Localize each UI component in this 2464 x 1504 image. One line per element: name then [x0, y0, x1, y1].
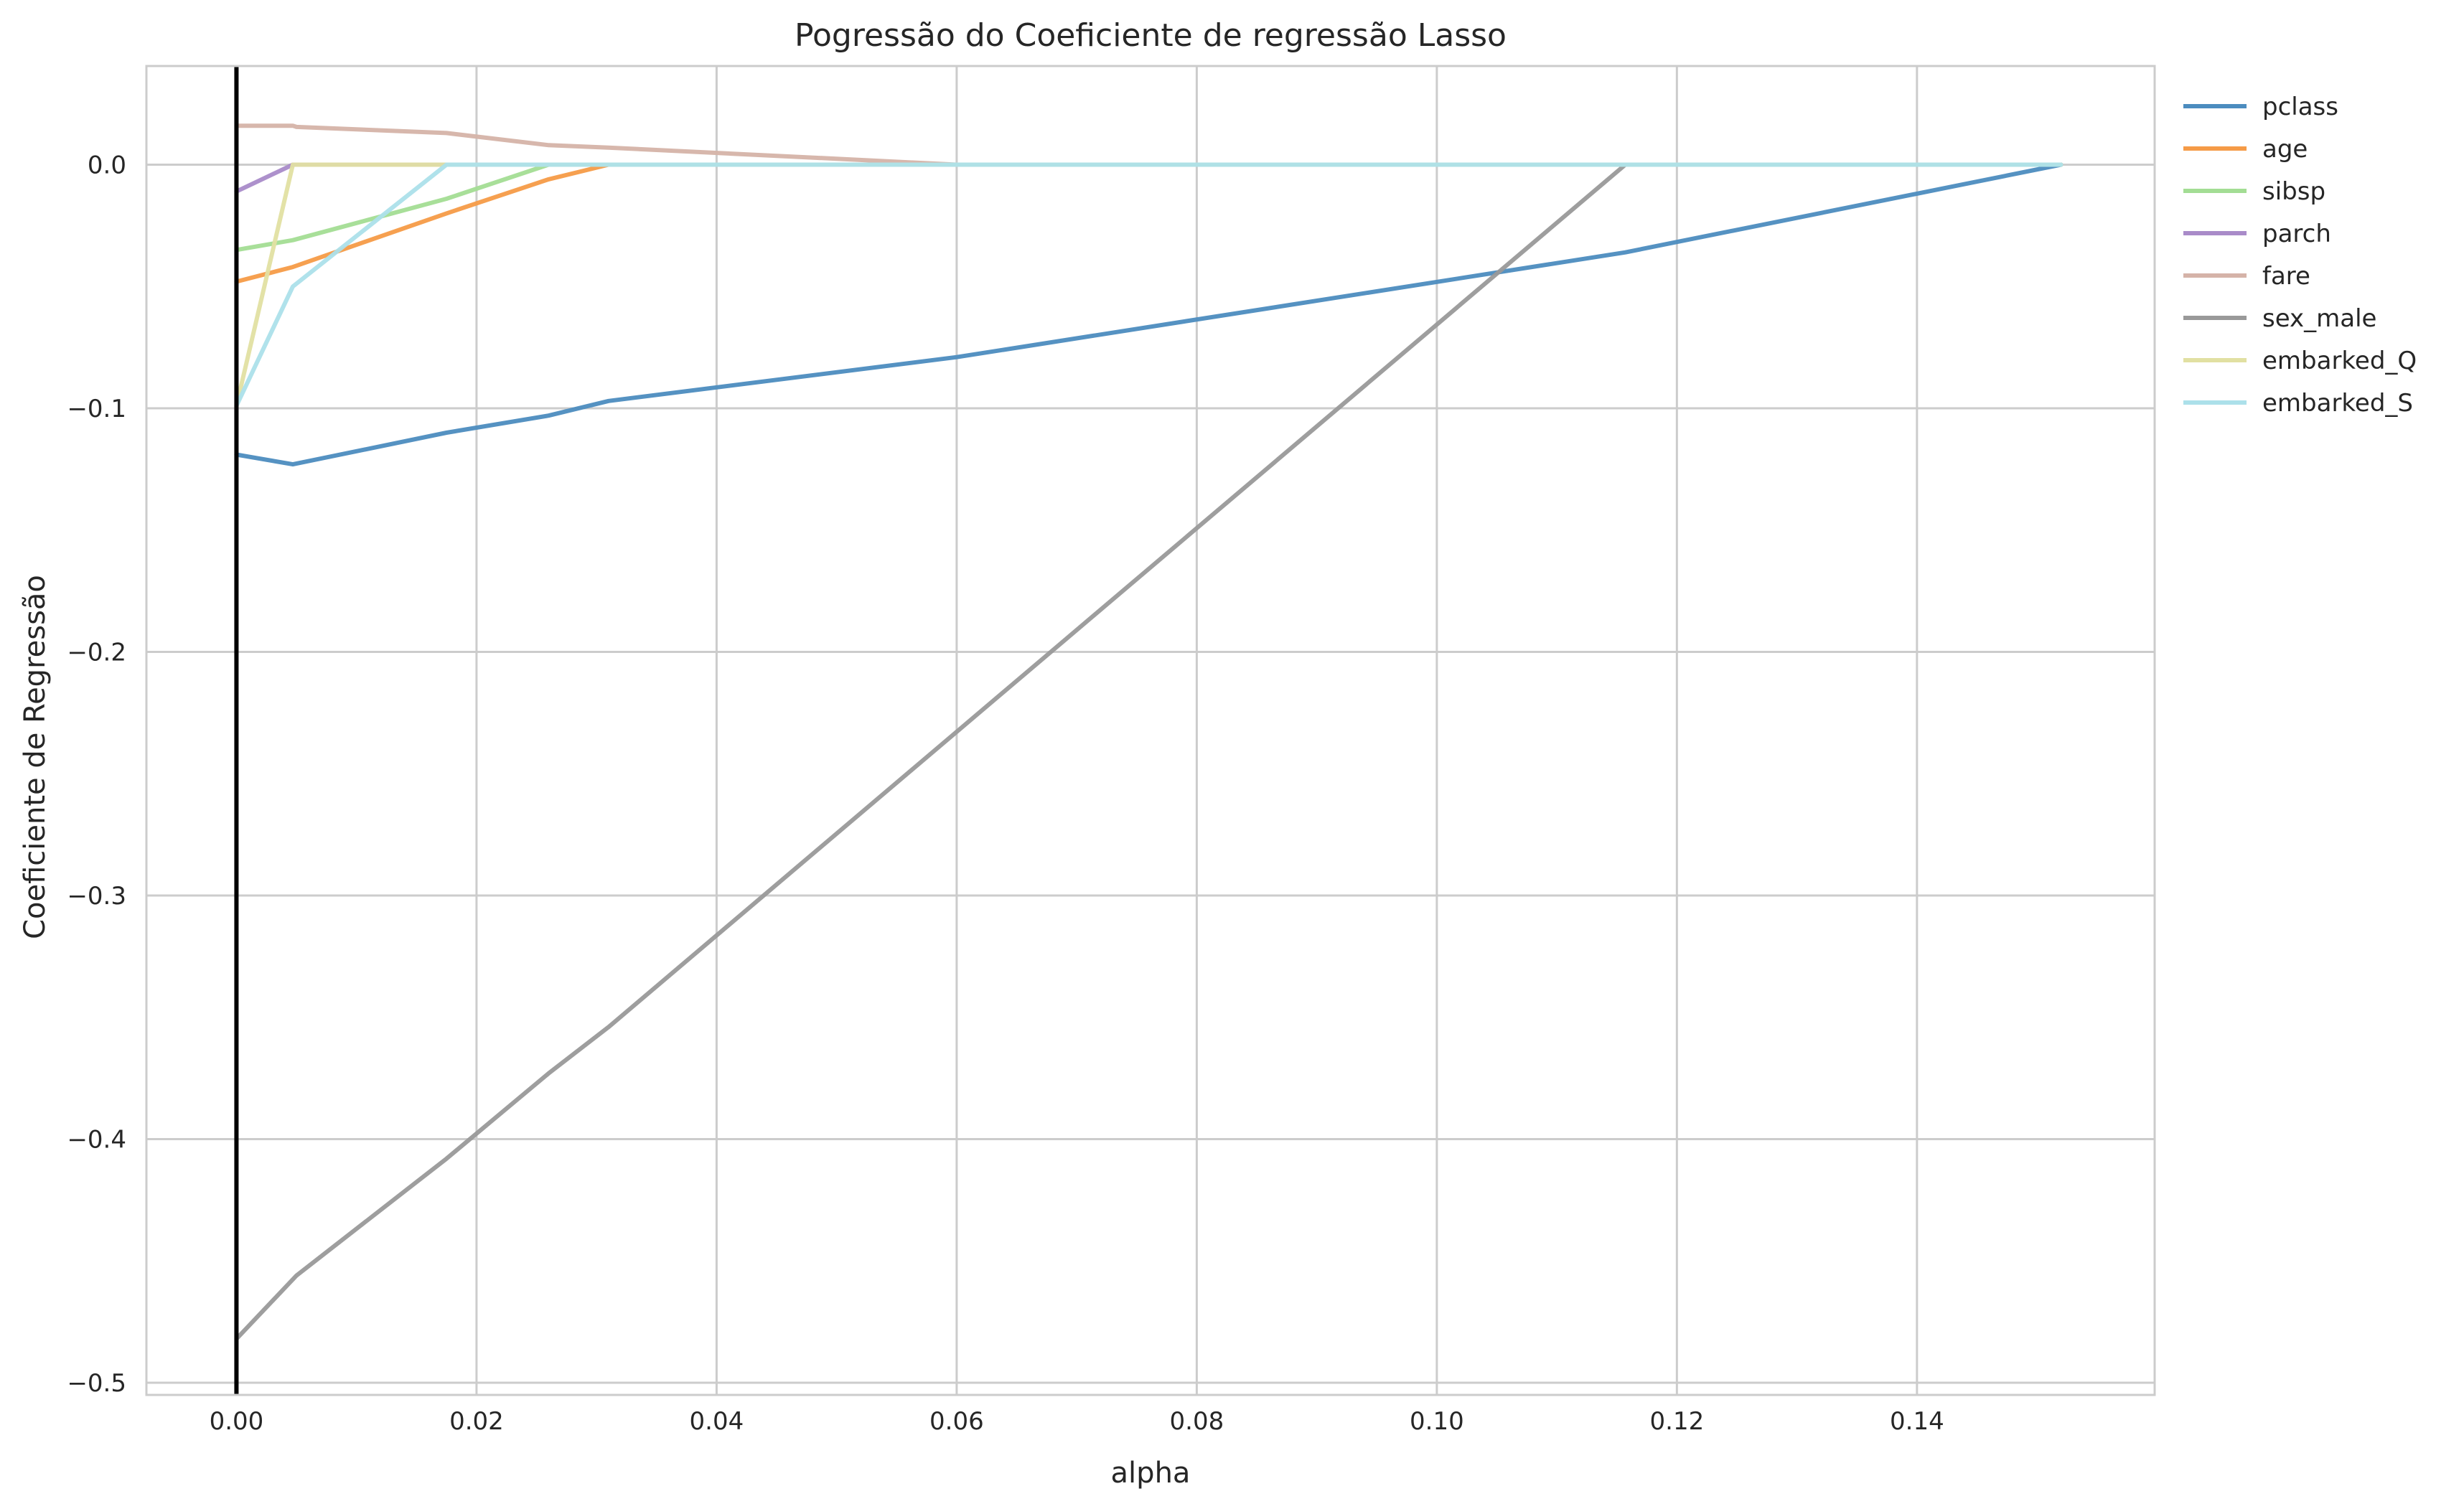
series-line-age	[234, 162, 2064, 284]
chart-title: Pogressão do Coeficiente de regressão La…	[795, 17, 1507, 54]
x-tick-label: 0.00	[210, 1407, 264, 1436]
legend-label-sex_male: sex_male	[2262, 304, 2376, 333]
series-lines	[234, 123, 2064, 1341]
x-tick-label: 0.02	[449, 1407, 504, 1436]
legend-label-sibsp: sibsp	[2262, 177, 2325, 206]
x-tick-label: 0.04	[690, 1407, 744, 1436]
y-tick-label: 0.0	[88, 151, 126, 179]
series-line-embarked_Q	[234, 162, 2064, 408]
x-tick-label: 0.06	[929, 1407, 984, 1436]
legend: pclass age sibsp parch fare sex_male embarked_…	[2183, 93, 2417, 418]
y-tick-label: −0.4	[67, 1126, 126, 1155]
legend-label-pclass: pclass	[2262, 93, 2338, 121]
x-tick-label: 0.12	[1650, 1407, 1705, 1436]
series-line-fare	[234, 123, 2064, 167]
x-ticks: 0.00 0.02 0.04 0.06 0.08 0.10 0.12 0.14	[210, 1407, 1944, 1436]
series-line-pclass	[234, 162, 2064, 467]
x-tick-label: 0.10	[1410, 1407, 1464, 1436]
y-ticks: 0.0 −0.1 −0.2 −0.3 −0.4 −0.5	[67, 151, 126, 1398]
x-tick-label: 0.14	[1890, 1407, 1944, 1436]
legend-label-embarked_S: embarked_S	[2262, 389, 2413, 418]
legend-label-age: age	[2262, 135, 2308, 164]
x-tick-label: 0.08	[1170, 1407, 1224, 1436]
legend-label-parch: parch	[2262, 220, 2331, 248]
x-axis-label: alpha	[1111, 1457, 1191, 1490]
series-line-sex_male	[234, 162, 2064, 1341]
grid	[146, 66, 2155, 1395]
series-line-embarked_S	[234, 162, 2064, 408]
y-axis-label: Coeficiente de Regressão	[19, 575, 52, 939]
legend-label-fare: fare	[2262, 262, 2310, 291]
y-tick-label: −0.1	[67, 395, 126, 423]
plot-frame	[145, 65, 2156, 1396]
y-tick-label: −0.5	[67, 1369, 126, 1398]
y-tick-label: −0.3	[67, 882, 126, 911]
series-line-sibsp	[234, 162, 2064, 253]
legend-label-embarked_Q: embarked_Q	[2262, 347, 2417, 375]
y-tick-label: −0.2	[67, 639, 126, 667]
